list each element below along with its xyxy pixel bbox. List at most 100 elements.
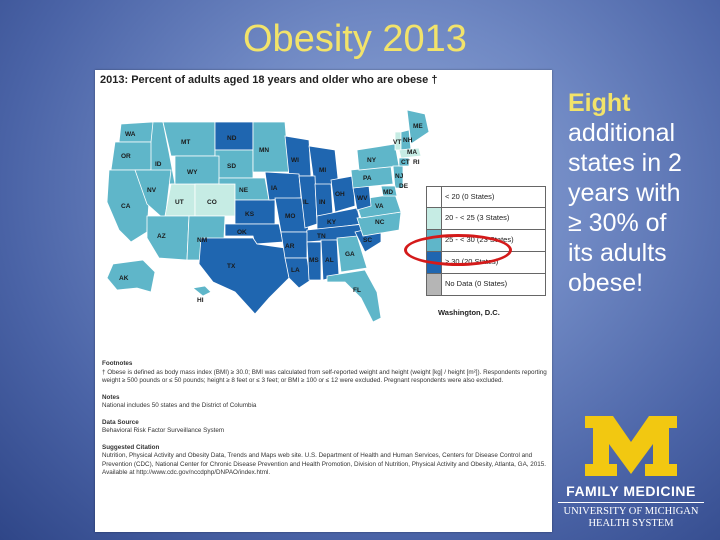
state-label-mn: MN bbox=[259, 147, 269, 154]
legend-label: 20 - < 25 (3 States) bbox=[445, 213, 510, 222]
state-ks bbox=[234, 199, 276, 225]
state-label-nj: NJ bbox=[395, 173, 404, 180]
notes-heading: Notes bbox=[102, 393, 120, 401]
data-source-text: Behavioral Risk Factor Surveillance Syst… bbox=[102, 427, 225, 434]
state-label-ga: GA bbox=[345, 251, 355, 258]
state-label-ar: AR bbox=[285, 243, 295, 250]
state-ak bbox=[106, 259, 156, 293]
side-callout: Eight additional states in 2 years with ≥ 30… bbox=[568, 88, 718, 298]
state-label-oh: OH bbox=[335, 191, 345, 198]
state-hi bbox=[192, 285, 212, 297]
state-label-or: OR bbox=[121, 153, 131, 160]
legend-highlight-ellipse bbox=[404, 234, 512, 266]
state-az bbox=[146, 215, 190, 261]
state-pa bbox=[350, 165, 394, 189]
state-regions bbox=[106, 109, 430, 323]
side-callout-line: states in 2 bbox=[568, 149, 682, 177]
state-label-mi: MI bbox=[319, 167, 326, 174]
map-notes: Footnotes † Obese is defined as body mas… bbox=[102, 352, 547, 478]
notes-text: National includes 50 states and the Dist… bbox=[102, 402, 257, 409]
state-label-co: CO bbox=[207, 199, 217, 206]
state-md bbox=[380, 185, 398, 197]
state-label-mt: MT bbox=[181, 139, 190, 146]
state-label-tn: TN bbox=[317, 233, 326, 240]
logo-divider bbox=[558, 502, 704, 503]
state-wi bbox=[284, 135, 312, 177]
state-label-ms: MS bbox=[309, 257, 319, 264]
state-label-id: ID bbox=[155, 161, 162, 168]
side-callout-line: years with bbox=[568, 179, 681, 207]
logo-university: UNIVERSITY OF MICHIGAN bbox=[563, 506, 699, 517]
state-label-ri: RI bbox=[413, 159, 420, 166]
state-label-wv: WV bbox=[357, 195, 368, 202]
state-label-va: VA bbox=[375, 203, 384, 210]
state-label-ut: UT bbox=[175, 199, 184, 206]
state-oh bbox=[330, 175, 356, 213]
state-label-ak: AK bbox=[119, 275, 129, 282]
state-fl bbox=[326, 269, 382, 323]
state-label-me: ME bbox=[413, 123, 423, 130]
state-label-ks: KS bbox=[245, 211, 255, 218]
state-or bbox=[110, 141, 154, 171]
logo-family-medicine: FAMILY MEDICINE bbox=[566, 483, 696, 499]
state-ma bbox=[398, 147, 422, 159]
state-label-wy: WY bbox=[187, 169, 198, 176]
state-me bbox=[406, 109, 430, 145]
state-label-nd: ND bbox=[227, 135, 237, 142]
state-label-nm: NM bbox=[197, 237, 207, 244]
state-label-ma: MA bbox=[407, 149, 417, 156]
side-callout-line: Eight bbox=[568, 89, 631, 117]
footnotes-heading: Footnotes bbox=[102, 360, 133, 367]
legend-row: 20 - < 25 (3 States) bbox=[426, 208, 546, 230]
legend-row: < 20 (0 States) bbox=[426, 186, 546, 208]
state-label-de: DE bbox=[399, 183, 409, 190]
state-label-nv: NV bbox=[147, 187, 157, 194]
citation-heading: Suggested Citation bbox=[102, 443, 160, 451]
state-ms bbox=[306, 241, 322, 281]
state-label-ne: NE bbox=[239, 187, 249, 194]
logo-health-system: HEALTH SYSTEM bbox=[588, 518, 674, 529]
state-label-sd: SD bbox=[227, 163, 236, 170]
citation-text: Nutrition, Physical Activity and Obesity… bbox=[102, 452, 547, 476]
state-ga bbox=[336, 235, 368, 273]
state-label-fl: FL bbox=[353, 287, 361, 294]
state-label-ia: IA bbox=[271, 185, 278, 192]
data-source-heading: Data Source bbox=[102, 418, 139, 426]
footnotes-text: † Obese is defined as body mass index (B… bbox=[102, 368, 547, 385]
state-ct bbox=[398, 157, 410, 167]
side-callout-line: obese! bbox=[568, 269, 644, 297]
state-label-ca: CA bbox=[121, 203, 131, 210]
legend-row: No Data (0 States) bbox=[426, 274, 546, 296]
state-label-il: IL bbox=[303, 199, 309, 206]
slide-title: Obesity 2013 bbox=[243, 18, 467, 60]
side-callout-line: additional bbox=[568, 119, 676, 147]
side-callout-line: ≥ 30% of bbox=[568, 209, 667, 237]
state-label-tx: TX bbox=[227, 263, 236, 270]
state-label-nc: NC bbox=[375, 219, 385, 226]
state-la bbox=[284, 257, 312, 289]
state-label-ky: KY bbox=[327, 219, 337, 226]
state-label-wa: WA bbox=[125, 131, 136, 138]
state-label-al: AL bbox=[325, 257, 334, 264]
legend-swatch bbox=[427, 274, 442, 295]
legend-label: < 20 (0 States) bbox=[445, 192, 495, 201]
legend-swatch bbox=[427, 187, 442, 207]
state-label-ok: OK bbox=[237, 229, 247, 236]
state-label-mo: MO bbox=[285, 213, 295, 220]
map-panel: 2013: Percent of adults aged 18 years an… bbox=[95, 70, 552, 532]
state-label-wi: WI bbox=[291, 157, 299, 164]
state-label-pa: PA bbox=[363, 175, 372, 182]
state-label-md: MD bbox=[383, 189, 393, 196]
state-label-vt: VT bbox=[393, 139, 401, 146]
side-callout-line: its adults bbox=[568, 239, 667, 267]
legend-swatch bbox=[427, 208, 442, 229]
dc-label: Washington, D.C. bbox=[438, 308, 500, 317]
state-label-hi: HI bbox=[197, 297, 204, 304]
map-heading: 2013: Percent of adults aged 18 years an… bbox=[100, 74, 438, 86]
legend-label: No Data (0 States) bbox=[445, 279, 508, 288]
um-family-medicine-logo: FAMILY MEDICINE UNIVERSITY OF MICHIGAN H… bbox=[556, 412, 706, 530]
state-label-la: LA bbox=[291, 267, 300, 274]
state-label-in: IN bbox=[319, 199, 326, 206]
